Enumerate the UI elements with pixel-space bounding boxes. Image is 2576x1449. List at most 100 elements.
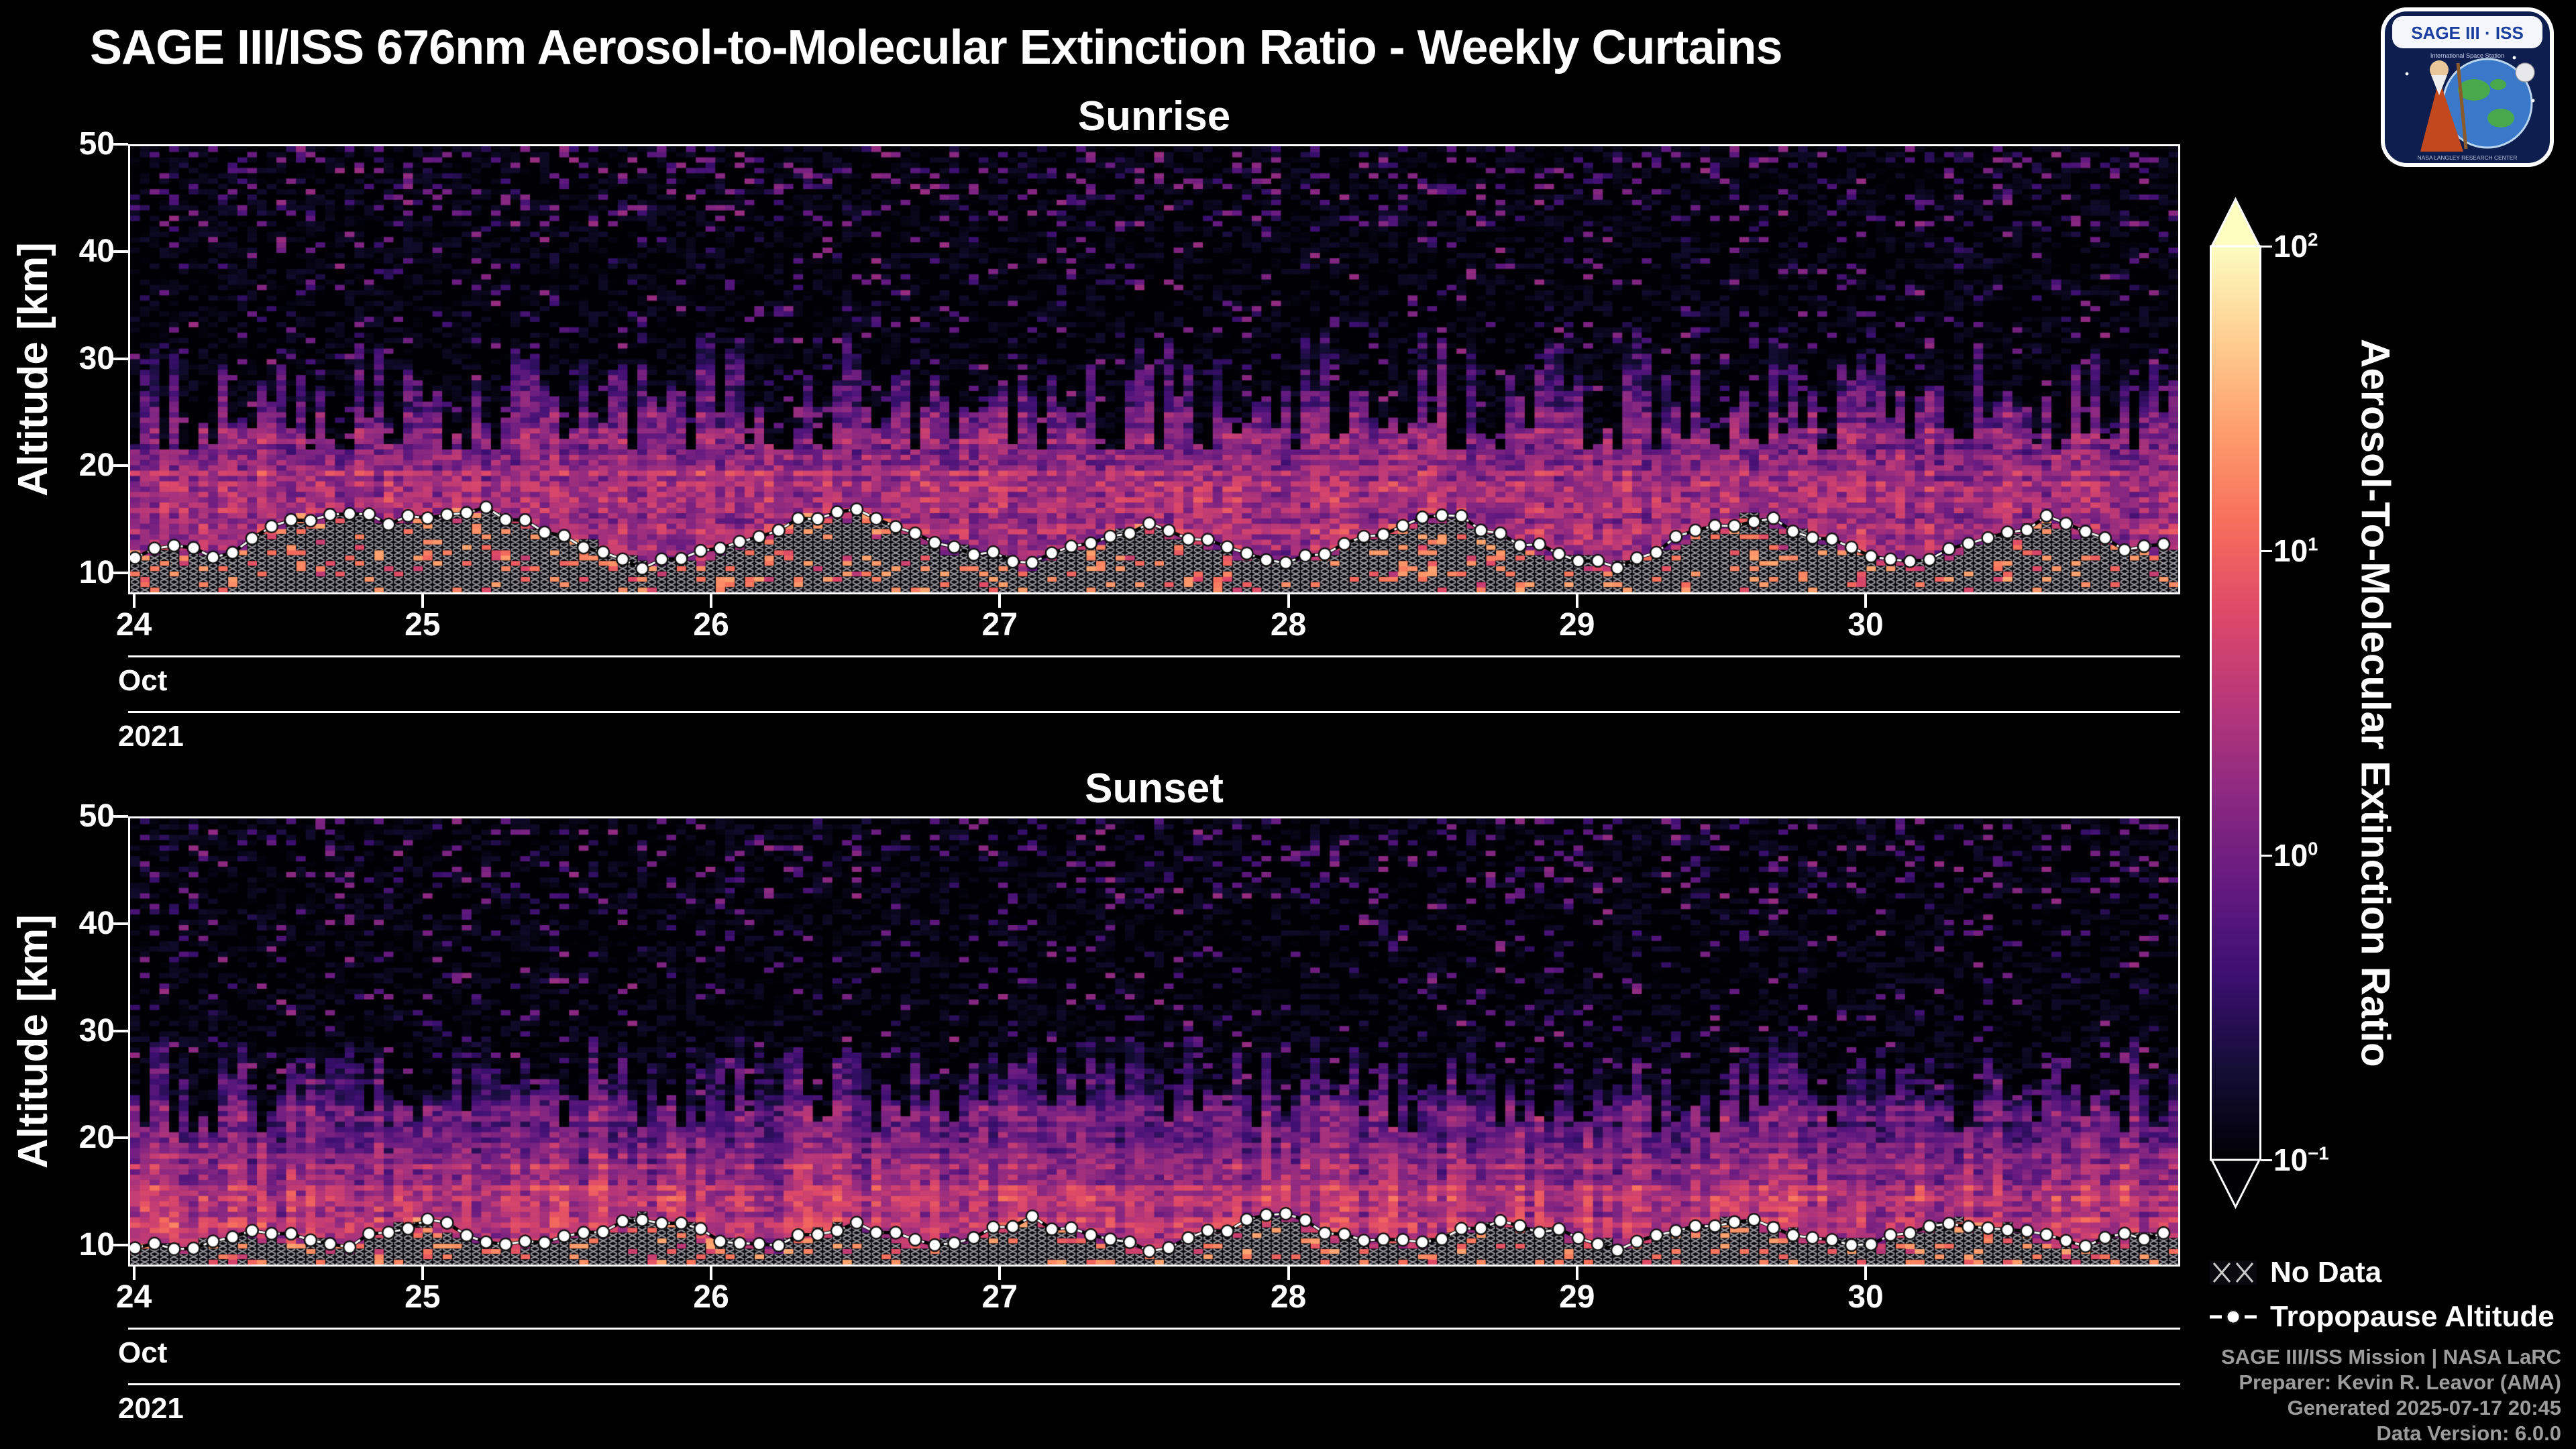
x-tick-mark (421, 1267, 424, 1280)
legend-no-data-label: No Data (2270, 1256, 2382, 1289)
logo-star (2405, 72, 2409, 76)
colorbar-over-arrow (2210, 197, 2261, 248)
sage-iss-logo: SAGE III · ISS International Space Stati… (2380, 7, 2555, 171)
y-tick-label: 10 (78, 555, 115, 591)
y-tick-mark (113, 572, 128, 575)
sunrise-panel-title: Sunrise (1077, 93, 1231, 140)
sunrise-heatmap-canvas (130, 146, 2178, 592)
y-tick-label: 10 (78, 1227, 115, 1263)
x-tick-mark (1287, 594, 1290, 608)
x-tick-mark (710, 1267, 713, 1280)
y-tick-mark (113, 815, 128, 818)
x-tick-label: 25 (405, 1279, 441, 1315)
x-tick-label: 24 (115, 607, 152, 643)
date-divider (128, 711, 2180, 713)
logo-earth-land (2490, 79, 2506, 90)
no-data-hatch-icon (2210, 1260, 2257, 1285)
x-tick-mark (1864, 594, 1868, 608)
logo-staff (2456, 62, 2468, 150)
logo-moon-icon (2515, 62, 2535, 83)
y-tick-mark (113, 922, 128, 925)
footer-line: Data Version: 6.0.0 (2376, 1421, 2561, 1445)
colorbar-tick-label: 101 (2273, 533, 2318, 568)
x-tick-mark (1287, 1267, 1290, 1280)
colorbar-label: Aerosol-To-Molecular Extinction Ratio (2353, 339, 2398, 1067)
date-divider (128, 1383, 2180, 1385)
date-divider (128, 655, 2180, 657)
legend-tropopause-label: Tropopause Altitude (2270, 1300, 2555, 1333)
x-tick-mark (421, 594, 424, 608)
footer-line: Preparer: Kevin R. Leavor (AMA) (2239, 1371, 2561, 1394)
y-tick-label: 50 (78, 126, 115, 162)
tropopause-line-icon (2210, 1309, 2257, 1325)
colorbar-tick-mark (2261, 245, 2272, 248)
x-tick-label: 24 (115, 1279, 152, 1315)
colorbar-label-wrap: Aerosol-To-Molecular Extinction Ratio (2345, 197, 2406, 1209)
colorbar-tick-mark (2261, 854, 2272, 857)
logo-earth-land (2458, 79, 2490, 101)
y-tick-mark (113, 1136, 128, 1140)
sunset-heatmap-canvas (130, 818, 2178, 1265)
x-tick-mark (132, 1267, 136, 1280)
y-tick-label: 30 (78, 340, 115, 376)
month-label: Oct (118, 1336, 168, 1369)
logo-title: SAGE III · ISS (2411, 23, 2524, 43)
colorbar-tick-mark (2261, 549, 2272, 552)
x-tick-label: 27 (981, 607, 1018, 643)
logo-subtitle: International Space Station (2430, 52, 2504, 59)
x-tick-mark (1575, 1267, 1578, 1280)
y-tick-label: 50 (78, 798, 115, 834)
y-tick-label: 20 (78, 447, 115, 484)
logo-star (2512, 56, 2516, 60)
date-divider (128, 1328, 2180, 1330)
page-title: SAGE III/ISS 676nm Aerosol-to-Molecular … (90, 21, 1783, 74)
legend-no-data: No Data (2210, 1256, 2381, 1289)
x-tick-label: 30 (1847, 1279, 1884, 1315)
x-tick-label: 25 (405, 607, 441, 643)
y-tick-label: 40 (78, 905, 115, 941)
x-tick-label: 28 (1270, 607, 1307, 643)
sage-iss-logo-graphic: SAGE III · ISS International Space Stati… (2381, 7, 2554, 167)
logo-figure-head (2430, 60, 2449, 79)
x-tick-label: 26 (693, 607, 729, 643)
y-tick-mark (113, 1029, 128, 1032)
colorbar-tick-mark (2261, 1159, 2272, 1161)
x-tick-mark (710, 594, 713, 608)
x-tick-label: 30 (1847, 607, 1884, 643)
logo-earth-land (2487, 109, 2514, 127)
x-tick-mark (998, 1267, 1002, 1280)
month-label: Oct (118, 664, 168, 697)
logo-star (2531, 99, 2535, 103)
logo-banner: NASA LANGLEY RESEARCH CENTER (2418, 154, 2518, 161)
x-tick-mark (1575, 594, 1578, 608)
colorbar-tick-label: 100 (2273, 838, 2318, 873)
colorbar-under-arrow (2210, 1159, 2261, 1210)
sunset-plot (128, 816, 2180, 1267)
colorbar-tick-label: 102 (2273, 229, 2318, 264)
year-label: 2021 (118, 720, 184, 753)
y-tick-label: 20 (78, 1120, 115, 1156)
year-label: 2021 (118, 1392, 184, 1425)
x-tick-mark (132, 594, 136, 608)
footer-line: Generated 2025-07-17 20:45 (2287, 1396, 2561, 1419)
y-tick-mark (113, 250, 128, 253)
logo-figure-beard (2431, 75, 2447, 95)
x-tick-label: 27 (981, 1279, 1018, 1315)
y-tick-label: 30 (78, 1012, 115, 1049)
colorbar-graphic (2210, 197, 2261, 1210)
x-tick-label: 28 (1270, 1279, 1307, 1315)
y-tick-mark (113, 464, 128, 468)
colorbar-gradient-bar (2210, 245, 2261, 1161)
y-tick-mark (113, 357, 128, 360)
sunrise-plot (128, 144, 2180, 594)
colorbar (2210, 197, 2261, 1210)
x-tick-mark (998, 594, 1002, 608)
colorbar-tick-label: 10−1 (2273, 1142, 2329, 1177)
x-tick-label: 26 (693, 1279, 729, 1315)
footer-line: SAGE III/ISS Mission | NASA LaRC (2220, 1345, 2561, 1368)
logo-figure-robe (2420, 79, 2463, 152)
y-tick-label: 40 (78, 233, 115, 269)
y-tick-mark (113, 1244, 128, 1247)
sunset-panel-title: Sunset (1085, 765, 1224, 812)
